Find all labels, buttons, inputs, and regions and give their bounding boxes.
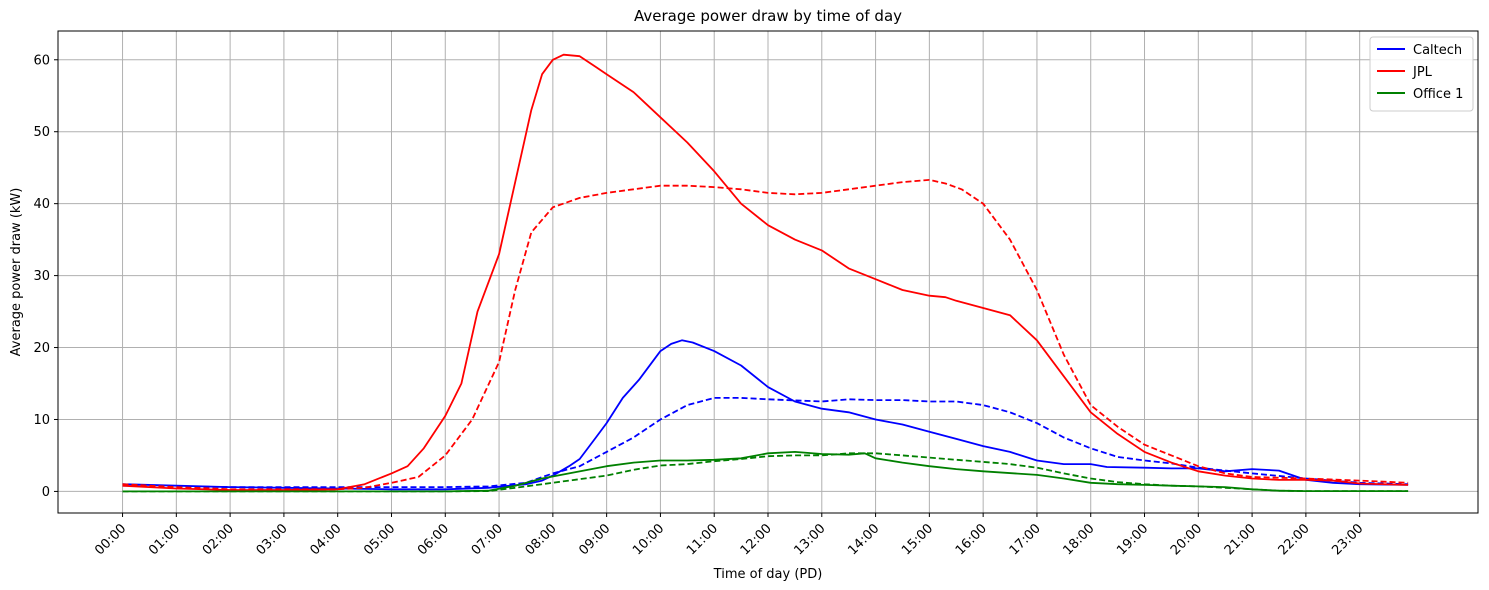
legend-label-caltech: Caltech <box>1413 43 1462 58</box>
x-tick-label: 00:00 <box>92 521 129 558</box>
x-tick-label: 05:00 <box>361 521 398 558</box>
x-tick-label: 16:00 <box>953 521 990 558</box>
y-axis-ticks: 0 10 20 30 40 50 60 <box>33 53 58 500</box>
series-line-0 <box>122 339 1409 491</box>
x-tick-label: 23:00 <box>1329 521 1366 558</box>
series-lines <box>122 53 1409 493</box>
legend-label-office-1: Office 1 <box>1413 87 1463 102</box>
x-tick-label: 13:00 <box>792 521 829 558</box>
y-tick-label: 0 <box>42 485 50 500</box>
x-tick-label: 06:00 <box>415 521 452 558</box>
x-tick-label: 18:00 <box>1060 521 1097 558</box>
x-tick-label: 17:00 <box>1007 521 1044 558</box>
y-tick-label: 20 <box>33 341 50 356</box>
x-tick-label: 03:00 <box>254 521 291 558</box>
x-tick-label: 01:00 <box>146 521 183 558</box>
series-line-3 <box>122 178 1409 491</box>
y-tick-label: 40 <box>33 197 50 212</box>
x-tick-label: 04:00 <box>307 521 344 558</box>
x-tick-label: 15:00 <box>899 521 936 558</box>
x-tick-label: 12:00 <box>738 521 775 558</box>
y-axis-label: Average power draw (kW) <box>9 188 24 357</box>
x-tick-label: 09:00 <box>576 521 613 558</box>
x-tick-label: 10:00 <box>630 521 667 558</box>
x-tick-label: 19:00 <box>1114 521 1151 558</box>
grid <box>58 31 1478 513</box>
chart-title: Average power draw by time of day <box>634 7 902 25</box>
x-axis-label: Time of day (PD) <box>713 567 823 582</box>
x-tick-label: 11:00 <box>684 521 721 558</box>
x-tick-label: 20:00 <box>1168 521 1205 558</box>
legend-label-jpl: JPL <box>1412 65 1433 80</box>
x-tick-label: 02:00 <box>200 521 237 558</box>
x-tick-label: 21:00 <box>1222 521 1259 558</box>
x-tick-label: 14:00 <box>845 521 882 558</box>
x-tick-label: 22:00 <box>1276 521 1313 558</box>
x-axis-ticks: 00:00 01:00 02:00 03:00 04:00 05:00 06:00 07:00… <box>92 513 1366 558</box>
series-line-5 <box>122 452 1409 493</box>
y-tick-label: 10 <box>33 413 50 428</box>
x-tick-label: 08:00 <box>523 521 560 558</box>
y-tick-label: 60 <box>33 53 50 68</box>
legend: Caltech JPL Office 1 <box>1369 36 1474 112</box>
y-tick-label: 30 <box>33 269 50 284</box>
x-tick-label: 07:00 <box>469 521 506 558</box>
y-tick-label: 50 <box>33 125 50 140</box>
series-line-2 <box>122 53 1409 491</box>
